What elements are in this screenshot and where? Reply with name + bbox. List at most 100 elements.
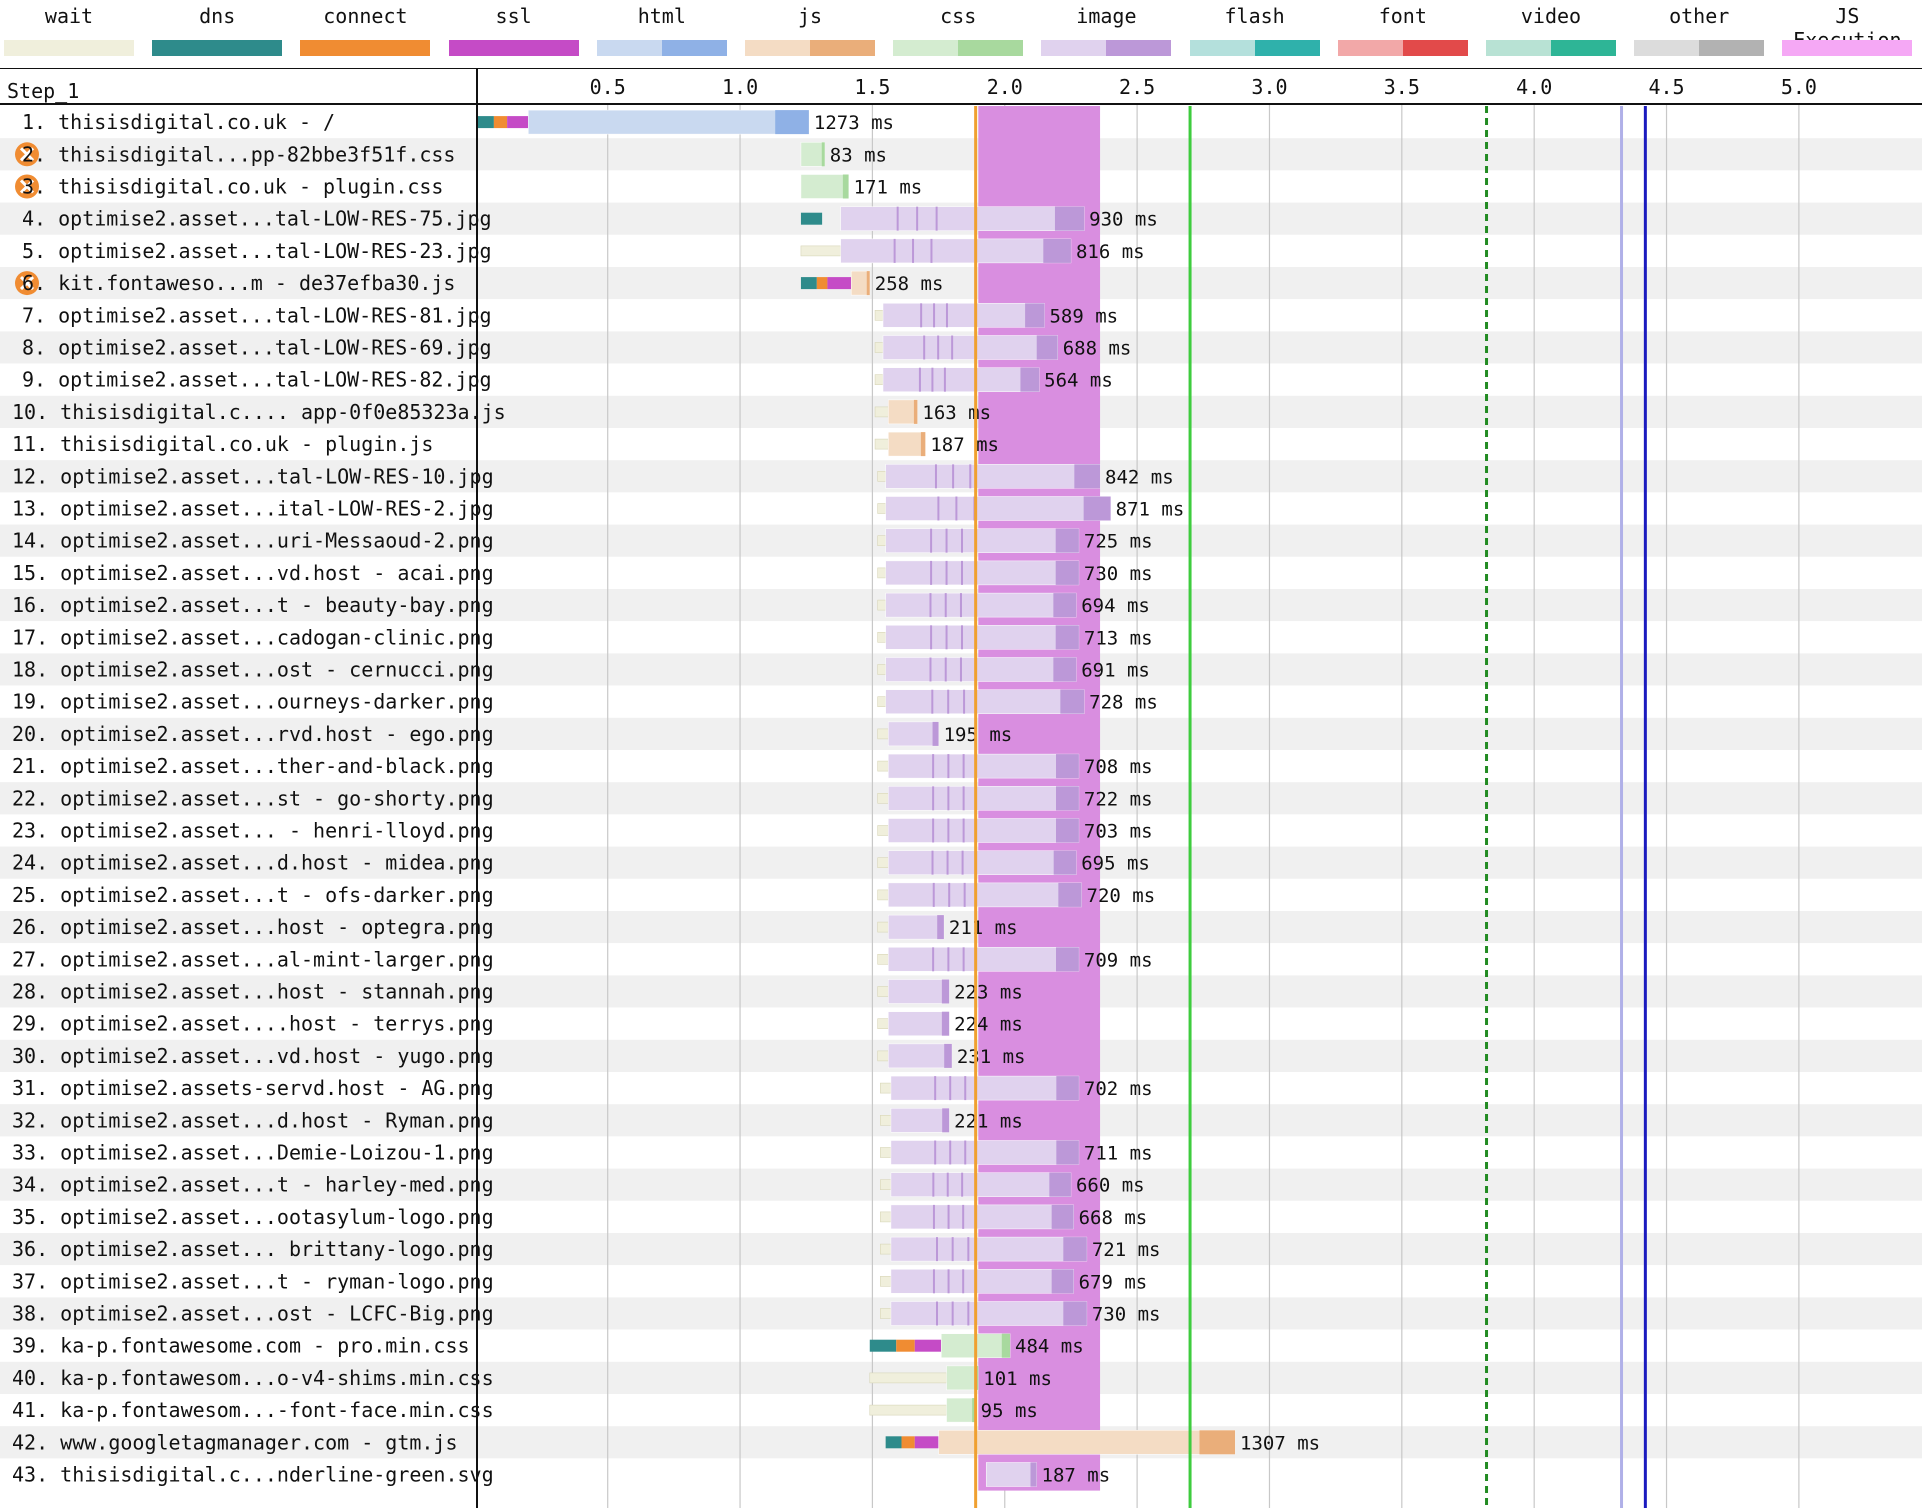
request-label: 8. optimise2.asset...tal-LOW-RES-69.jpg	[22, 336, 492, 360]
request-segment	[888, 786, 1080, 811]
chunk-stripe	[961, 1172, 964, 1197]
connect-segment	[896, 1339, 915, 1352]
chunk-stripe	[947, 689, 950, 714]
request-label: 11. thisisdigital.co.uk - plugin.js	[12, 432, 433, 456]
legend-label: css	[940, 4, 977, 28]
legend-label: font	[1378, 4, 1427, 28]
request-time-label: 694 ms	[1081, 595, 1150, 617]
request-bar: 187 ms	[874, 431, 999, 457]
label-cell	[0, 363, 476, 396]
chunk-stripe	[943, 367, 946, 392]
wait-segment	[877, 986, 889, 997]
chunk-stripe	[934, 1076, 937, 1101]
request-label: 43. thisisdigital.c...nderline-green.svg	[12, 1463, 494, 1487]
label-cell	[0, 331, 476, 364]
chunk-stripe	[946, 1172, 949, 1197]
request-time-label: 720 ms	[1087, 885, 1156, 907]
request-label: 29. optimise2.asset....host - terrys.png	[12, 1012, 494, 1036]
download-segment	[1001, 1333, 1011, 1358]
step-label: Step_1	[7, 79, 79, 103]
request-segment	[890, 1075, 1080, 1101]
request-time-label: 221 ms	[954, 1110, 1023, 1132]
chunk-stripe	[961, 528, 964, 553]
wait-segment	[874, 310, 884, 321]
chunk-stripe	[952, 464, 955, 489]
label-cell	[0, 1104, 476, 1137]
chunk-stripe	[948, 882, 951, 907]
wait-segment	[877, 921, 889, 933]
blocking-icon-stroke	[19, 147, 35, 162]
legend-label: ssl	[495, 4, 532, 28]
label-cell	[0, 1297, 476, 1330]
request-segment	[890, 1269, 1074, 1294]
request-label: 12. optimise2.asset...tal-LOW-RES-10.jpg	[12, 464, 494, 488]
legend-label: wait	[44, 4, 94, 28]
legend-item-flash: flash	[1186, 0, 1324, 62]
wait-segment	[874, 374, 884, 386]
download-segment	[1020, 367, 1040, 392]
request-bar: 695 ms	[877, 850, 1150, 875]
chunk-stripe	[961, 625, 964, 650]
ssl-segment	[914, 1339, 942, 1352]
label-cell	[0, 1168, 476, 1201]
download-segment	[1043, 238, 1071, 263]
request-time-label: 730 ms	[1084, 563, 1153, 585]
request-label: 7. optimise2.asset...tal-LOW-RES-81.jpg	[22, 303, 492, 327]
request-bar: 711 ms	[880, 1140, 1153, 1165]
chunk-stripe	[944, 593, 947, 618]
chunk-stripe	[929, 657, 932, 682]
x-tick-label: 5.0	[1781, 75, 1817, 99]
request-time-label: 816 ms	[1076, 241, 1145, 263]
download-segment	[1055, 560, 1079, 585]
request-bar: 1307 ms	[885, 1430, 1320, 1455]
x-tick-label: 1.0	[722, 75, 758, 99]
label-cell	[0, 782, 476, 815]
label-cell	[0, 1039, 476, 1072]
label-cell	[0, 1200, 476, 1233]
download-segment	[842, 174, 849, 199]
request-segment	[890, 1140, 1080, 1165]
request-time-label: 871 ms	[1116, 499, 1185, 521]
request-segment	[888, 399, 918, 425]
request-bar: 730 ms	[880, 1301, 1160, 1326]
chunk-stripe	[962, 1204, 965, 1229]
wait-segment	[880, 1147, 892, 1158]
request-label: 4. optimise2.asset...tal-LOW-RES-75.jpg	[22, 207, 492, 231]
chunk-stripe	[934, 464, 937, 489]
request-segment	[840, 238, 1072, 264]
legend-label: js	[797, 4, 823, 28]
download-segment	[1054, 206, 1085, 231]
label-cell	[0, 1329, 476, 1362]
legend-item-css: css	[889, 0, 1027, 62]
chunk-stripe	[920, 303, 923, 328]
wait-segment	[874, 438, 889, 450]
request-bar: 703 ms	[877, 818, 1153, 843]
download-segment	[1025, 303, 1045, 328]
chunk-stripe	[947, 818, 950, 843]
chunk-stripe	[935, 1237, 938, 1262]
wait-segment	[877, 1018, 889, 1030]
request-time-label: 1307 ms	[1240, 1432, 1320, 1454]
chunk-stripe	[945, 303, 948, 328]
x-tick-label: 1.5	[854, 75, 890, 99]
request-bar: 694 ms	[877, 592, 1150, 618]
request-time-label: 1273 ms	[814, 112, 894, 134]
request-bar: 842 ms	[877, 464, 1174, 489]
legend-swatch	[893, 40, 1024, 56]
request-bar: 668 ms	[880, 1204, 1147, 1230]
wait-segment	[877, 599, 886, 611]
request-label: 10. thisisdigital.c.... app-0f0e85323a.j…	[12, 400, 506, 424]
wait-segment	[877, 631, 886, 643]
wait-segment	[880, 1082, 892, 1094]
request-bar: 816 ms	[800, 238, 1145, 264]
request-time-label: 679 ms	[1079, 1271, 1148, 1293]
blocking-icon-stroke	[19, 276, 35, 291]
connect-segment	[816, 277, 828, 290]
request-bar: 83 ms	[800, 142, 887, 167]
chunk-stripe	[962, 947, 965, 972]
render-blocking-icon	[15, 271, 39, 296]
wait-segment	[880, 1308, 892, 1319]
request-bar: 224 ms	[877, 1011, 1023, 1036]
request-segment	[882, 335, 1058, 360]
label-cell	[0, 717, 476, 750]
